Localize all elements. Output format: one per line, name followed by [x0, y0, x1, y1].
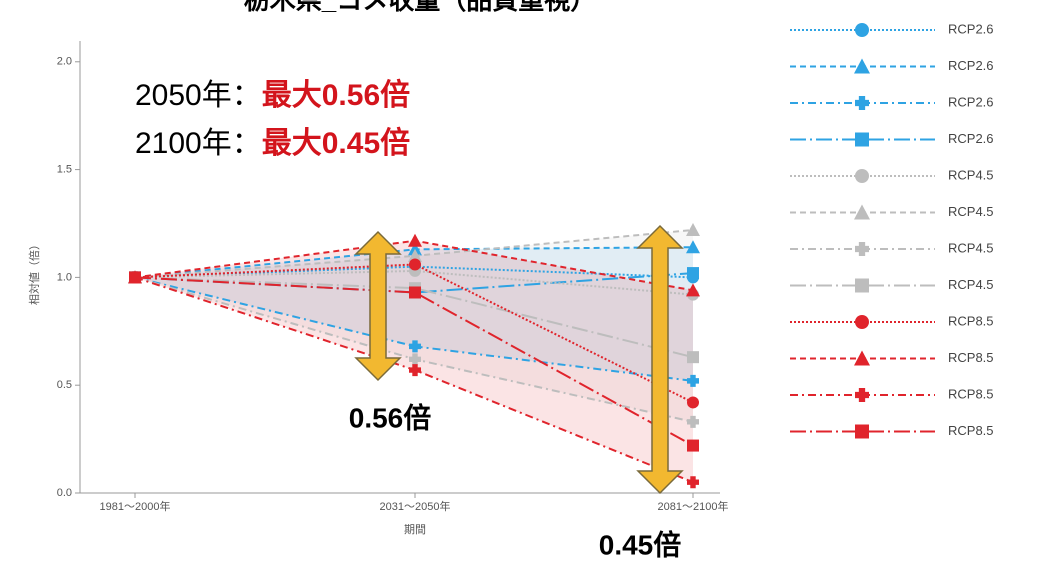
marker: [408, 233, 422, 247]
legend-label: RCP2.6: [948, 131, 994, 146]
legend-label: RCP2.6: [948, 94, 994, 109]
marker: [854, 58, 870, 74]
x-tick-label: 2031～2050年: [380, 499, 451, 513]
marker: [855, 242, 869, 256]
marker: [409, 364, 421, 377]
marker: [855, 315, 869, 329]
legend-label: RCP2.6: [948, 58, 994, 73]
arrow-label: 0.45倍: [599, 528, 682, 560]
marker: [854, 350, 870, 366]
range-band: [135, 247, 693, 381]
annotation-text: 2100年：: [135, 127, 262, 160]
arrow-label: 0.56倍: [349, 401, 432, 433]
marker: [687, 439, 699, 452]
y-tick-label: 0.5: [57, 379, 72, 391]
marker: [409, 286, 421, 299]
marker: [408, 248, 422, 262]
marker: [687, 415, 699, 428]
marker: [855, 424, 869, 439]
legend-label: RCP4.5: [948, 167, 994, 182]
legend-label: RCP4.5: [948, 277, 994, 292]
legend-label: RCP4.5: [948, 204, 994, 219]
chart-title: 栃木県_コメ収量（品質重視）: [244, 0, 596, 15]
marker: [129, 271, 141, 284]
marker: [855, 169, 869, 183]
annotation: 2050年：最大0.56倍: [135, 78, 410, 112]
x-axis-label: 期間: [404, 523, 426, 536]
double-arrow: [354, 230, 402, 382]
marker: [686, 222, 700, 236]
marker: [855, 388, 869, 402]
y-tick-label: 1.0: [57, 271, 72, 283]
marker: [687, 374, 699, 387]
legend-label: RCP8.5: [948, 313, 994, 328]
marker: [686, 283, 700, 297]
marker: [686, 240, 700, 254]
marker: [855, 132, 869, 147]
annotation-text: 2050年：: [135, 79, 262, 112]
y-axis-label: 相対値（倍）: [27, 239, 41, 305]
legend-label: RCP8.5: [948, 386, 994, 401]
marker: [409, 353, 421, 366]
marker: [855, 23, 869, 37]
x-tick-label: 1981～2000年: [100, 499, 171, 513]
annotation-highlight: 最大0.56倍: [262, 78, 410, 112]
marker: [409, 340, 421, 353]
y-tick-label: 1.5: [57, 163, 72, 175]
marker: [687, 396, 699, 409]
legend-label: RCP4.5: [948, 240, 994, 255]
marker: [855, 278, 869, 293]
range-band: [135, 229, 693, 422]
legend-label: RCP2.6: [948, 21, 994, 36]
marker: [855, 96, 869, 110]
y-tick-label: 0.0: [57, 487, 72, 499]
y-tick-label: 2.0: [57, 56, 72, 68]
marker: [409, 258, 421, 271]
marker: [687, 476, 699, 489]
legend-label: RCP8.5: [948, 423, 994, 438]
marker: [687, 267, 699, 280]
x-tick-label: 2081～2100年: [658, 499, 729, 513]
legend-label: RCP8.5: [948, 350, 994, 365]
marker: [687, 351, 699, 364]
double-arrow: [636, 224, 684, 495]
annotation-highlight: 最大0.45倍: [262, 126, 410, 160]
annotation: 2100年：最大0.45倍: [135, 126, 410, 160]
marker: [854, 204, 870, 220]
